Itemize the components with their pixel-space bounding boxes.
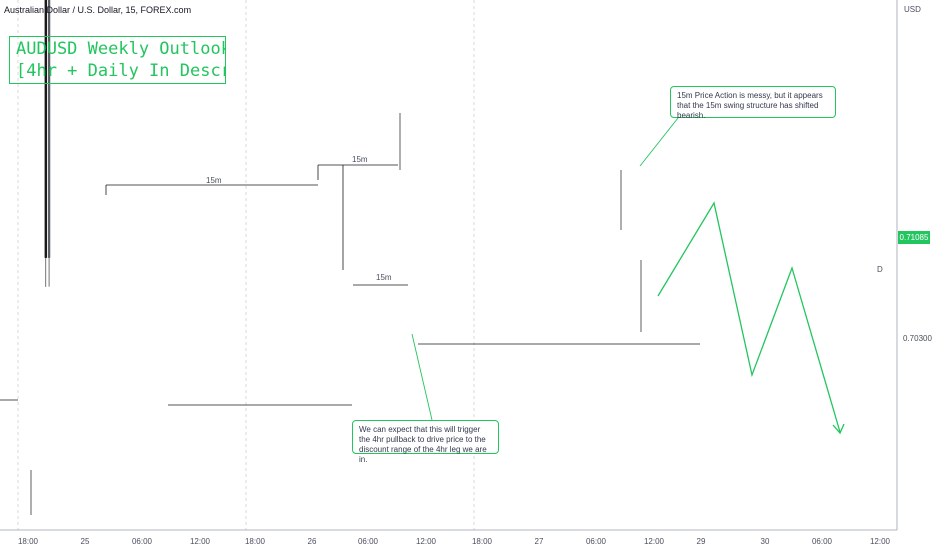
time-tick: 18:00 xyxy=(245,537,266,546)
time-tick: 27 xyxy=(535,537,544,546)
price-tick: 0.70300 xyxy=(903,334,932,343)
time-tick: 12:00 xyxy=(644,537,665,546)
callout-pointer xyxy=(639,117,679,167)
outlook-title-box: AUDUSD Weekly Outlook [4hr + Daily In De… xyxy=(9,36,226,84)
candlestick-series xyxy=(30,0,642,515)
label-15m: 15m xyxy=(376,273,392,282)
projection-arrowhead xyxy=(832,423,845,435)
time-axis[interactable]: 18:00 25 06:00 12:00 18:00 26 06:00 12:00 18:00 2… xyxy=(18,537,891,546)
projection-line xyxy=(657,201,841,433)
time-tick: 06:00 xyxy=(358,537,379,546)
price-axis[interactable]: 0.716000.715000.714000.713000.712000.711… xyxy=(903,0,932,343)
zone-label: D xyxy=(877,265,883,274)
time-tick: 06:00 xyxy=(132,537,153,546)
symbol-title: Australian Dollar / U.S. Dollar, 15, FOR… xyxy=(4,5,192,15)
callout-bottom: We can expect that this will trigger the… xyxy=(352,420,499,464)
projection-path xyxy=(411,117,845,435)
candle-body xyxy=(47,0,51,258)
time-tick: 12:00 xyxy=(870,537,891,546)
time-tick: 25 xyxy=(81,537,90,546)
label-15m: 15m xyxy=(352,155,368,164)
outlook-title: AUDUSD Weekly Outlook xyxy=(16,39,226,59)
callout-pointer xyxy=(411,333,433,421)
time-tick: 26 xyxy=(308,537,317,546)
label-15m: 15m xyxy=(206,176,222,185)
callout-top: 15m Price Action is messy, but it appear… xyxy=(670,86,836,120)
time-tick: 06:00 xyxy=(812,537,833,546)
grid-lines xyxy=(17,0,475,530)
time-tick: 18:00 xyxy=(472,537,493,546)
time-tick: 30 xyxy=(761,537,770,546)
last-price-badge: 0.71085 xyxy=(898,231,930,244)
currency-label: USD xyxy=(904,5,921,14)
time-tick: 12:00 xyxy=(190,537,211,546)
time-tick: 18:00 xyxy=(18,537,39,546)
time-tick: 12:00 xyxy=(416,537,437,546)
structure-lines xyxy=(0,164,700,406)
time-tick: 29 xyxy=(697,537,706,546)
time-tick: 06:00 xyxy=(586,537,607,546)
candle-body xyxy=(44,0,47,258)
outlook-subtitle: [4hr + Daily In Description] xyxy=(16,61,225,81)
